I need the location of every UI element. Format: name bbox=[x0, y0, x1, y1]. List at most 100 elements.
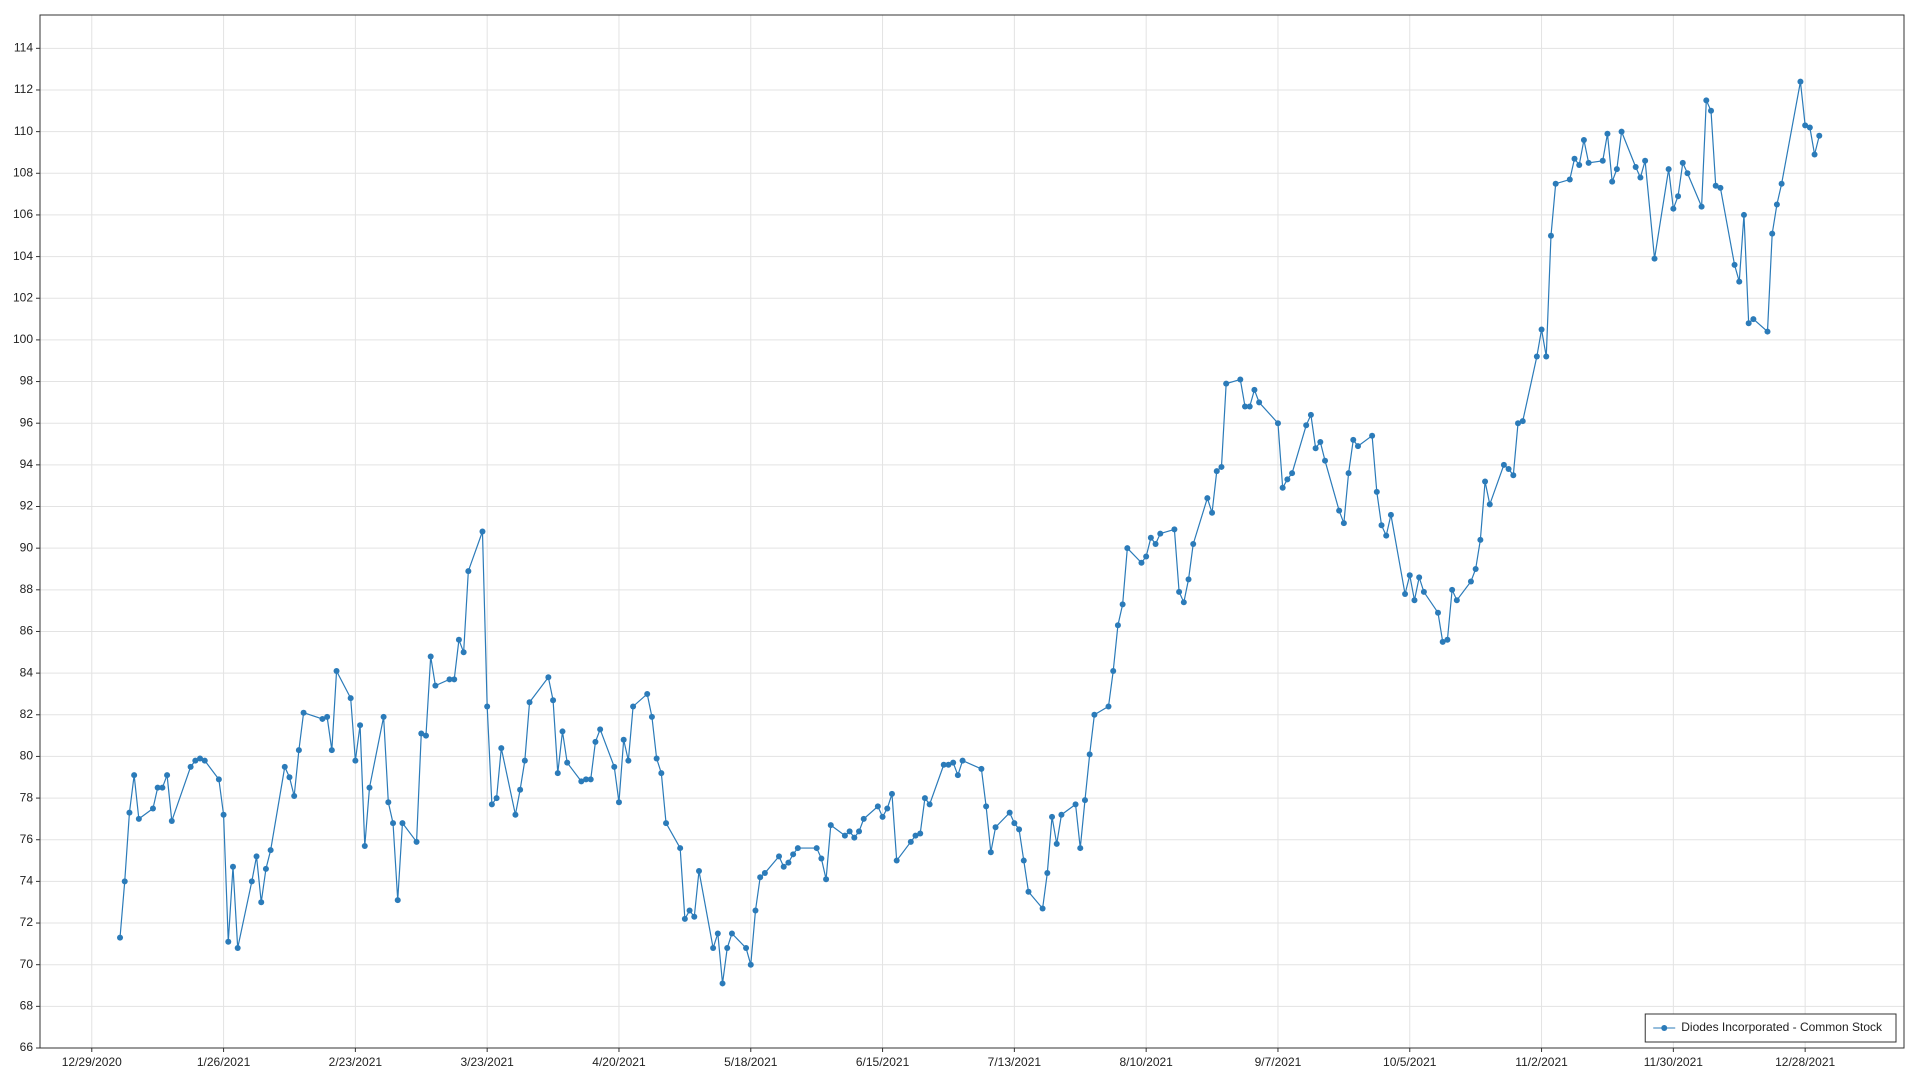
data-point bbox=[121, 878, 128, 885]
data-point bbox=[267, 847, 274, 854]
data-point bbox=[818, 855, 825, 862]
data-point bbox=[451, 676, 458, 683]
data-point bbox=[827, 822, 834, 829]
data-point bbox=[135, 815, 142, 822]
data-point bbox=[747, 961, 754, 968]
data-point bbox=[1180, 599, 1187, 606]
data-point bbox=[983, 803, 990, 810]
data-point bbox=[291, 792, 298, 799]
data-point bbox=[813, 845, 820, 852]
data-point bbox=[884, 805, 891, 812]
data-point bbox=[1778, 180, 1785, 187]
data-point bbox=[686, 907, 693, 914]
data-point bbox=[644, 690, 651, 697]
data-point bbox=[1637, 174, 1644, 181]
data-point bbox=[1383, 532, 1390, 539]
data-point bbox=[197, 755, 204, 762]
data-point bbox=[587, 776, 594, 783]
data-point bbox=[117, 934, 124, 941]
data-point bbox=[1435, 609, 1441, 616]
data-point bbox=[1740, 211, 1747, 218]
data-point bbox=[229, 863, 236, 870]
data-point bbox=[333, 668, 340, 675]
data-point bbox=[1011, 820, 1018, 827]
data-point bbox=[1571, 155, 1578, 162]
data-point bbox=[1039, 905, 1046, 912]
data-point bbox=[1402, 590, 1409, 597]
x-tick-label: 11/2/2021 bbox=[1515, 1055, 1568, 1069]
data-point bbox=[1340, 520, 1347, 527]
data-point bbox=[526, 699, 533, 706]
data-point bbox=[394, 897, 401, 904]
data-point bbox=[1307, 411, 1314, 418]
y-tick-label: 102 bbox=[13, 290, 33, 304]
data-point bbox=[1110, 668, 1117, 675]
data-point bbox=[1213, 468, 1220, 475]
y-tick-label: 86 bbox=[20, 624, 34, 638]
data-point bbox=[1317, 438, 1324, 445]
data-point bbox=[1016, 826, 1023, 833]
plot-frame bbox=[39, 14, 1905, 1049]
data-point bbox=[893, 857, 900, 864]
data-point bbox=[319, 715, 326, 722]
data-point bbox=[987, 849, 994, 856]
x-tick-label: 12/28/2021 bbox=[1775, 1055, 1835, 1069]
data-point bbox=[1171, 526, 1178, 533]
data-point bbox=[691, 913, 698, 920]
legend-label: Diodes Incorporated - Common Stock bbox=[1681, 1020, 1883, 1034]
x-tick-label: 4/20/2021 bbox=[592, 1055, 646, 1069]
data-point bbox=[794, 845, 801, 852]
data-point bbox=[164, 772, 171, 779]
data-point bbox=[1665, 166, 1672, 173]
data-point bbox=[248, 878, 255, 885]
data-point bbox=[785, 859, 792, 866]
data-point bbox=[743, 945, 750, 952]
data-point bbox=[1420, 588, 1427, 595]
data-point bbox=[479, 528, 486, 535]
data-point bbox=[752, 907, 759, 914]
data-point bbox=[1152, 540, 1159, 547]
data-point bbox=[1025, 888, 1032, 895]
data-point bbox=[1712, 182, 1719, 189]
y-tick-label: 78 bbox=[20, 790, 34, 804]
data-point bbox=[1613, 166, 1620, 173]
y-tick-label: 82 bbox=[20, 707, 34, 721]
data-point bbox=[1373, 488, 1380, 495]
data-point bbox=[564, 759, 571, 766]
plot-area bbox=[40, 15, 1904, 1048]
data-point bbox=[1387, 511, 1394, 518]
data-point bbox=[1698, 203, 1705, 210]
data-point bbox=[192, 757, 199, 764]
data-point bbox=[1482, 478, 1489, 485]
data-point bbox=[1580, 136, 1587, 143]
data-point bbox=[695, 867, 702, 874]
legend-box bbox=[1644, 1013, 1897, 1043]
data-point bbox=[1585, 159, 1592, 166]
data-point bbox=[1406, 572, 1413, 579]
data-point bbox=[455, 636, 462, 643]
y-tick-label: 70 bbox=[20, 957, 34, 971]
data-point bbox=[1444, 636, 1451, 643]
data-point bbox=[1566, 176, 1573, 183]
data-point bbox=[710, 945, 717, 952]
line-series bbox=[119, 81, 1820, 984]
data-point bbox=[1256, 399, 1263, 406]
data-point bbox=[1242, 403, 1249, 410]
data-point bbox=[328, 747, 335, 754]
data-point bbox=[446, 676, 453, 683]
data-point bbox=[1797, 78, 1804, 85]
data-point bbox=[1086, 751, 1093, 758]
data-point bbox=[187, 763, 194, 770]
data-point bbox=[390, 820, 397, 827]
data-point bbox=[253, 853, 260, 860]
data-point bbox=[1802, 122, 1809, 129]
data-point bbox=[1058, 811, 1065, 818]
data-point bbox=[154, 784, 161, 791]
data-point bbox=[1500, 461, 1507, 468]
data-point bbox=[658, 770, 665, 777]
data-point bbox=[286, 774, 293, 781]
x-tick-label: 1/26/2021 bbox=[197, 1055, 251, 1069]
data-point bbox=[578, 778, 585, 785]
series bbox=[117, 78, 1823, 987]
